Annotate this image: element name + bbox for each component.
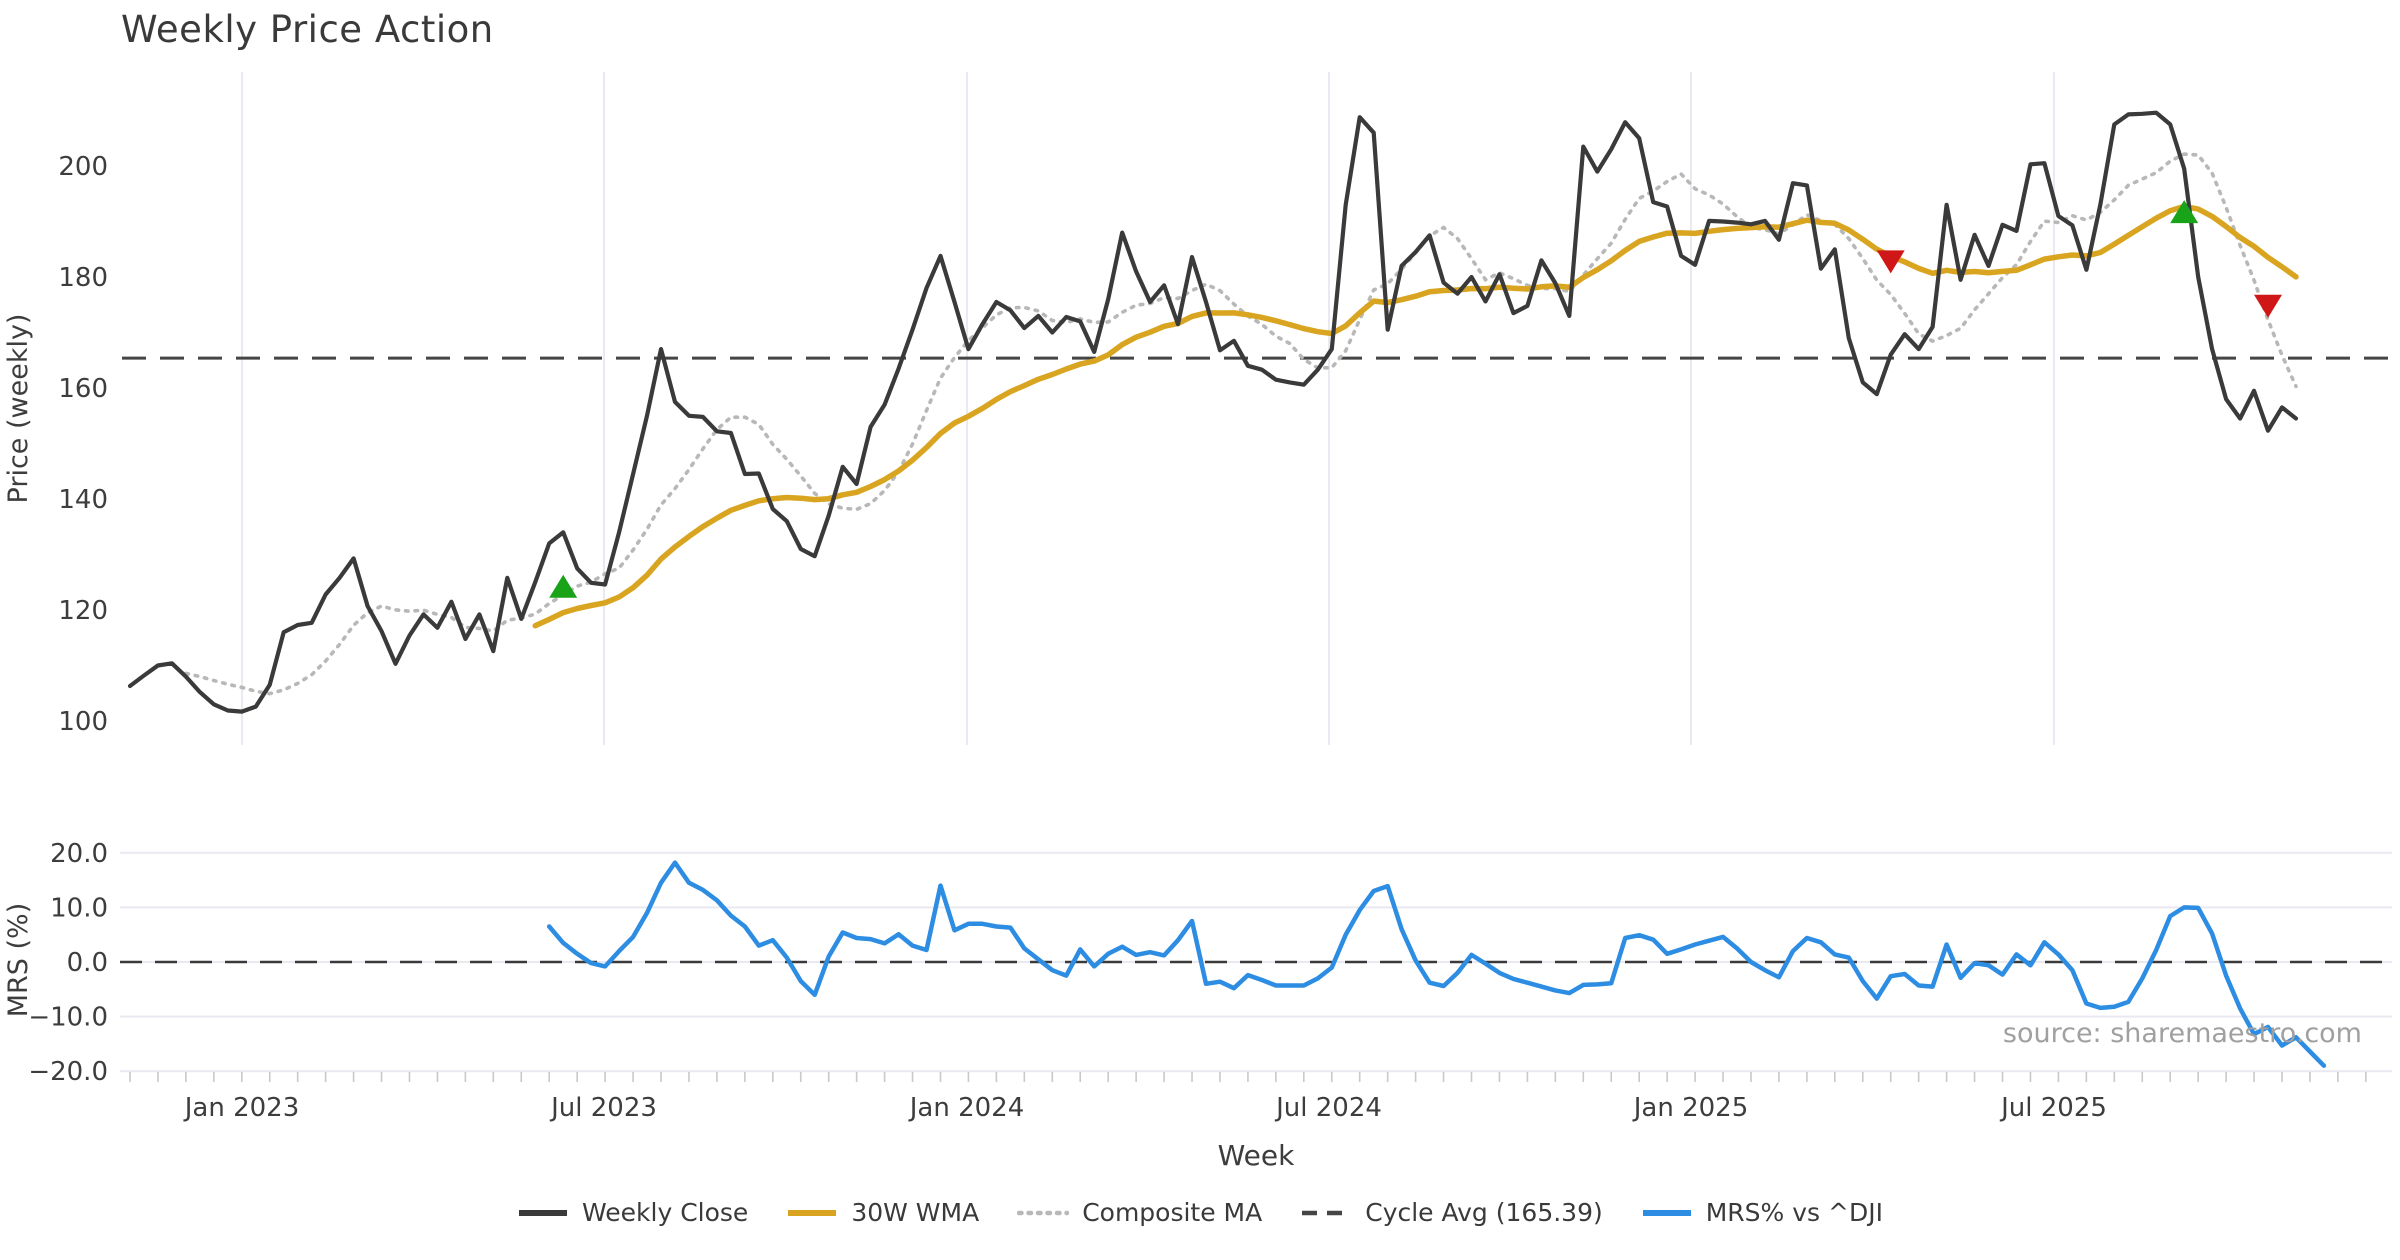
y-tick-label: 140 [58,485,108,515]
legend-label: Composite MA [1082,1198,1263,1227]
x-axis-label: Week [1218,1139,1295,1172]
sell-marker-icon [1876,250,1905,274]
y-tick-label: −10.0 [28,1003,108,1033]
y-tick-label: 10.0 [50,893,108,923]
legend-line-swatch-icon [1302,1210,1351,1215]
buy-marker-icon [549,574,578,598]
sell-marker-icon [2254,294,2283,318]
legend-line-swatch-icon [788,1209,837,1216]
x-tick-label: Jan 2025 [1632,1093,1749,1123]
y-tick-label: 20.0 [50,839,108,869]
legend-item: Weekly Close [517,1198,748,1227]
y-tick-label: 160 [58,374,108,404]
legend-line-swatch-icon [1017,1210,1070,1215]
wma30-line [532,203,2299,629]
legend-item: 30W WMA [786,1198,979,1227]
y-tick-label: 200 [58,152,108,182]
y-tick-label: 0.0 [67,948,108,978]
composite-ma-line [184,152,2298,696]
x-tick-label: Jul 2025 [1999,1093,2107,1123]
x-tick-label: Jul 2023 [549,1093,657,1123]
legend-item: Cycle Avg (165.39) [1300,1198,1603,1227]
x-tick-label: Jan 2024 [908,1093,1025,1123]
legend-line-swatch-icon [519,1209,568,1216]
y-tick-label: 120 [58,596,108,626]
y-tick-label: 180 [58,263,108,293]
y-axis-label-mrs: MRS (%) [3,903,34,1018]
legend-label: Cycle Avg (165.39) [1365,1198,1603,1227]
buy-marker-icon [2170,200,2199,224]
legend-line-swatch-icon [1642,1209,1691,1216]
legend-label: MRS% vs ^DJI [1705,1198,1883,1227]
page-title: Weekly Price Action [121,8,494,51]
x-tick-label: Jul 2024 [1274,1093,1382,1123]
weekly-close-line [127,110,2299,714]
legend-item: MRS% vs ^DJI [1641,1198,1883,1227]
source-note: source: sharemaestro.com [2003,1018,2362,1049]
y-tick-label: 100 [58,707,108,737]
legend-label: 30W WMA [851,1198,980,1227]
y-axis-label-price: Price (weekly) [3,314,34,504]
legend-label: Weekly Close [582,1198,749,1227]
legend-item: Composite MA [1017,1198,1262,1227]
chart-legend: Weekly Close 30W WMA Composite MA Cycle Avg… [0,1198,2400,1227]
mrs-line [546,860,2327,1068]
x-tick-label: Jan 2023 [183,1093,300,1123]
y-tick-label: −20.0 [28,1057,108,1087]
